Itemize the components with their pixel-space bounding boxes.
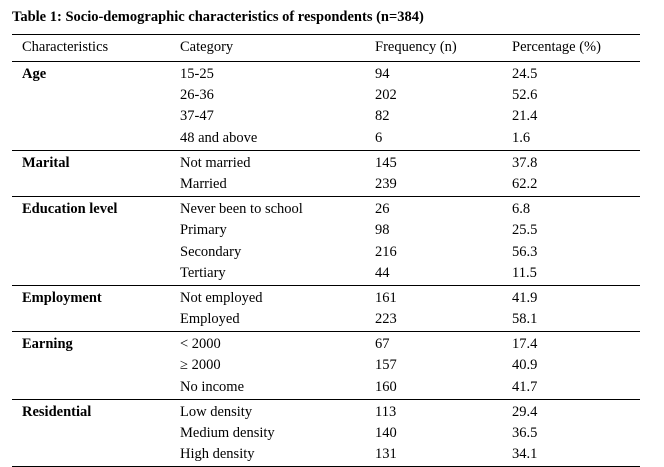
- table-row: Residential Low density 113 29.4: [12, 402, 640, 423]
- table-row: No income 160 41.7: [12, 377, 640, 398]
- frequency-cell: 239: [375, 175, 397, 192]
- characteristic-cell: Education level: [22, 201, 118, 218]
- percentage-cell: 52.6: [512, 87, 538, 104]
- category-cell: Married: [180, 175, 227, 192]
- frequency-cell: 82: [375, 108, 390, 125]
- frequency-cell: 202: [375, 87, 397, 104]
- frequency-cell: 157: [375, 357, 397, 374]
- table-row: Marital Not married 145 37.8: [12, 153, 640, 174]
- table-group-earning: Earning < 2000 67 17.4 ≥ 2000 157 40.9 No incom…: [12, 332, 640, 400]
- frequency-cell: 161: [375, 289, 397, 306]
- header-category: Category: [180, 39, 234, 55]
- percentage-cell: 1.6: [512, 129, 531, 146]
- demographics-table: Characteristics Category Frequency (n) P…: [12, 34, 640, 467]
- percentage-cell: 62.2: [512, 175, 538, 192]
- percentage-cell: 6.8: [512, 201, 531, 218]
- table-row: Married 239 62.2: [12, 174, 640, 195]
- frequency-cell: 6: [375, 129, 383, 146]
- percentage-cell: 25.5: [512, 222, 538, 239]
- table-row: 48 and above 6 1.6: [12, 128, 640, 149]
- table-row: 37-47 82 21.4: [12, 106, 640, 127]
- characteristic-cell: Marital: [22, 154, 70, 171]
- percentage-cell: 56.3: [512, 243, 538, 260]
- table-row: Medium density 140 36.5: [12, 423, 640, 444]
- header-frequency: Frequency (n): [375, 39, 457, 55]
- category-cell: Secondary: [180, 243, 242, 260]
- table-top-rule: [12, 34, 640, 35]
- percentage-cell: 17.4: [512, 336, 538, 353]
- category-cell: 26-36: [180, 87, 214, 104]
- percentage-cell: 58.1: [512, 311, 538, 328]
- table-group-age: Age 15-25 94 24.5 26-36 202 52.6 37-47 82 21.4 48 …: [12, 62, 640, 151]
- frequency-cell: 160: [375, 378, 397, 395]
- category-cell: Primary: [180, 222, 227, 239]
- category-cell: 48 and above: [180, 129, 258, 146]
- category-cell: < 2000: [180, 336, 221, 353]
- frequency-cell: 140: [375, 425, 397, 441]
- table-body: Age 15-25 94 24.5 26-36 202 52.6 37-47 82 21.4 48 …: [12, 62, 640, 467]
- frequency-cell: 216: [375, 243, 397, 260]
- frequency-cell: 113: [375, 403, 397, 420]
- header-percentage: Percentage (%): [512, 39, 601, 55]
- category-cell: Never been to school: [180, 201, 303, 218]
- category-cell: Employed: [180, 311, 240, 328]
- percentage-cell: 37.8: [512, 154, 538, 171]
- table-group-residential: Residential Low density 113 29.4 Medium dens…: [12, 400, 640, 467]
- table-row: Secondary 216 56.3: [12, 242, 640, 263]
- header-characteristics: Characteristics: [22, 39, 109, 55]
- category-cell: High density: [180, 446, 255, 463]
- table-caption: Table 1: Socio-demographic characteristi…: [12, 9, 424, 25]
- table-row: Tertiary 44 11.5: [12, 263, 640, 284]
- category-cell: ≥ 2000: [180, 357, 221, 374]
- percentage-cell: 40.9: [512, 357, 538, 374]
- percentage-cell: 34.1: [512, 446, 538, 463]
- frequency-cell: 145: [375, 154, 397, 171]
- percentage-cell: 36.5: [512, 425, 538, 441]
- frequency-cell: 98: [375, 222, 390, 239]
- frequency-cell: 131: [375, 446, 397, 463]
- category-cell: Medium density: [180, 425, 275, 441]
- characteristic-cell: Employment: [22, 289, 102, 306]
- category-cell: Tertiary: [180, 264, 226, 281]
- table-row: High density 131 34.1: [12, 444, 640, 465]
- category-cell: Not employed: [180, 289, 263, 306]
- table-row: Employed 223 58.1: [12, 309, 640, 330]
- table-group-marital: Marital Not married 145 37.8 Married 239 62.2: [12, 151, 640, 198]
- table-row: Earning < 2000 67 17.4: [12, 334, 640, 355]
- percentage-cell: 41.7: [512, 378, 538, 395]
- frequency-cell: 44: [375, 264, 390, 281]
- table-group-employment: Employment Not employed 161 41.9 Employed 223…: [12, 286, 640, 333]
- frequency-cell: 223: [375, 311, 397, 328]
- category-cell: Not married: [180, 154, 251, 171]
- table-row: ≥ 2000 157 40.9: [12, 355, 640, 376]
- percentage-cell: 41.9: [512, 289, 538, 306]
- category-cell: No income: [180, 378, 245, 395]
- table-group-education-level: Education level Never been to school 26 6.8…: [12, 197, 640, 286]
- frequency-cell: 26: [375, 201, 390, 218]
- table-row: Employment Not employed 161 41.9: [12, 288, 640, 309]
- table-row: 26-36 202 52.6: [12, 85, 640, 106]
- frequency-cell: 67: [375, 336, 390, 353]
- category-cell: Low density: [180, 403, 253, 420]
- table-row: Primary 98 25.5: [12, 220, 640, 241]
- table-header-row: Characteristics Category Frequency (n) P…: [12, 35, 640, 62]
- frequency-cell: 94: [375, 66, 390, 82]
- percentage-cell: 24.5: [512, 66, 538, 82]
- table-row: Age 15-25 94 24.5: [12, 64, 640, 85]
- percentage-cell: 11.5: [512, 264, 537, 281]
- category-cell: 37-47: [180, 108, 214, 125]
- characteristic-cell: Residential: [22, 403, 92, 420]
- category-cell: 15-25: [180, 66, 214, 82]
- percentage-cell: 21.4: [512, 108, 538, 125]
- characteristic-cell: Age: [22, 66, 47, 82]
- percentage-cell: 29.4: [512, 403, 538, 420]
- table-row: Education level Never been to school 26 6.8: [12, 199, 640, 220]
- characteristic-cell: Earning: [22, 336, 73, 353]
